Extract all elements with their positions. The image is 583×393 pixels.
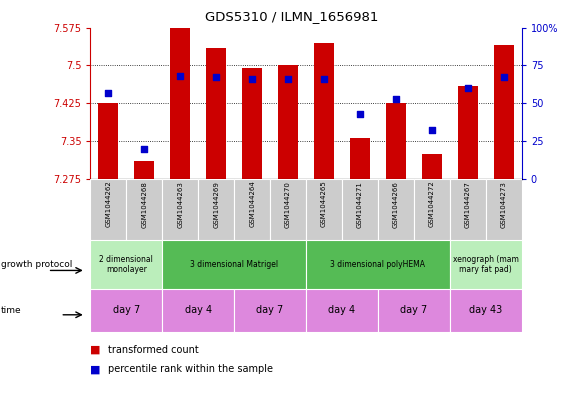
Bar: [206, 48, 226, 179]
Bar: [414, 179, 450, 240]
Bar: [306, 240, 450, 289]
Text: GSM1044266: GSM1044266: [393, 181, 399, 228]
Bar: [486, 179, 522, 240]
Bar: [350, 138, 370, 179]
Text: ■: ■: [90, 364, 101, 375]
Bar: [162, 240, 306, 289]
Text: GSM1044269: GSM1044269: [213, 181, 219, 228]
Text: xenograph (mam
mary fat pad): xenograph (mam mary fat pad): [453, 255, 519, 274]
Bar: [306, 179, 342, 240]
Point: [104, 90, 113, 96]
Point: [319, 76, 329, 82]
Text: GSM1044265: GSM1044265: [321, 181, 327, 228]
Bar: [450, 240, 522, 289]
Text: GSM1044273: GSM1044273: [501, 181, 507, 228]
Point: [427, 127, 437, 134]
Text: GDS5310 / ILMN_1656981: GDS5310 / ILMN_1656981: [205, 10, 378, 23]
Text: transformed count: transformed count: [108, 345, 199, 355]
Text: 3 dimensional Matrigel: 3 dimensional Matrigel: [190, 260, 278, 269]
Text: GSM1044270: GSM1044270: [285, 181, 291, 228]
Bar: [198, 179, 234, 240]
Point: [355, 110, 365, 117]
Bar: [450, 179, 486, 240]
Bar: [135, 161, 154, 179]
Bar: [243, 68, 262, 179]
Point: [247, 76, 257, 82]
Point: [212, 74, 221, 81]
Bar: [99, 103, 118, 179]
Text: day 4: day 4: [185, 305, 212, 316]
Text: day 7: day 7: [257, 305, 284, 316]
Text: GSM1044271: GSM1044271: [357, 181, 363, 228]
Text: percentile rank within the sample: percentile rank within the sample: [108, 364, 273, 375]
Bar: [90, 289, 162, 332]
Bar: [342, 179, 378, 240]
Bar: [458, 86, 477, 179]
Text: 2 dimensional
monolayer: 2 dimensional monolayer: [99, 255, 153, 274]
Text: GSM1044267: GSM1044267: [465, 181, 471, 228]
Point: [175, 73, 185, 79]
Point: [391, 95, 401, 102]
Text: ■: ■: [90, 345, 101, 355]
Bar: [170, 28, 190, 179]
Text: day 7: day 7: [401, 305, 427, 316]
Text: day 7: day 7: [113, 305, 140, 316]
Bar: [314, 43, 334, 179]
Text: 3 dimensional polyHEMA: 3 dimensional polyHEMA: [331, 260, 426, 269]
Bar: [278, 65, 298, 179]
Bar: [162, 179, 198, 240]
Bar: [450, 289, 522, 332]
Point: [139, 145, 149, 152]
Text: GSM1044264: GSM1044264: [249, 181, 255, 228]
Text: growth protocol: growth protocol: [1, 260, 72, 269]
Bar: [234, 289, 306, 332]
Point: [463, 85, 472, 91]
Text: day 4: day 4: [328, 305, 356, 316]
Bar: [306, 289, 378, 332]
Text: GSM1044263: GSM1044263: [177, 181, 183, 228]
Text: GSM1044268: GSM1044268: [141, 181, 147, 228]
Bar: [234, 179, 270, 240]
Text: day 43: day 43: [469, 305, 503, 316]
Bar: [378, 289, 450, 332]
Bar: [422, 154, 442, 179]
Point: [499, 74, 508, 81]
Bar: [386, 103, 406, 179]
Bar: [378, 179, 414, 240]
Bar: [494, 45, 514, 179]
Bar: [90, 240, 162, 289]
Bar: [127, 179, 162, 240]
Point: [283, 76, 293, 82]
Text: GSM1044272: GSM1044272: [429, 181, 435, 228]
Text: GSM1044262: GSM1044262: [106, 181, 111, 228]
Text: time: time: [1, 306, 22, 315]
Bar: [90, 179, 127, 240]
Bar: [162, 289, 234, 332]
Bar: [270, 179, 306, 240]
